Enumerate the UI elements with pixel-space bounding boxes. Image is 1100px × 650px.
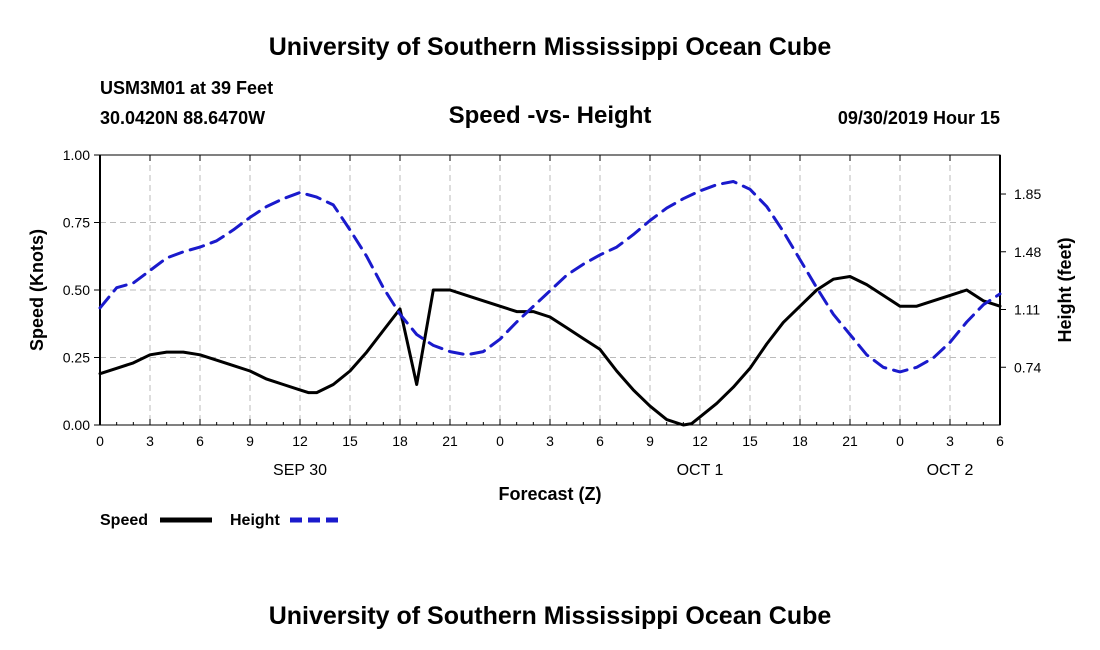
coordinates-label: 30.0420N 88.6470W xyxy=(100,108,266,128)
x-tick-label: 3 xyxy=(146,433,154,449)
page-title-bottom: University of Southern Mississippi Ocean… xyxy=(268,602,832,630)
y-tick-label: 1.00 xyxy=(63,147,90,163)
forecast-datetime: 09/30/2019 Hour 15 xyxy=(837,108,1000,128)
x-tick-label: 6 xyxy=(996,433,1004,449)
x-tick-label: 15 xyxy=(742,433,758,449)
x-tick-label: 9 xyxy=(246,433,254,449)
legend-label-speed: Speed xyxy=(100,512,148,529)
legend-label-height: Height xyxy=(230,512,280,529)
y-tick-label: 0.50 xyxy=(63,282,90,298)
x-tick-label: 15 xyxy=(342,433,358,449)
chart-svg: 0 3 6 9 12 15 18 21 0 3 6 9 12 15 18 21 0 3 6 SEP 30 OCT 1 OC… xyxy=(27,147,1075,529)
y-tick-label: 0.00 xyxy=(63,417,90,433)
y2-tick-label: 0.74 xyxy=(1014,359,1041,375)
series-line-height xyxy=(98,180,1002,374)
x-tick-label: 12 xyxy=(292,433,308,449)
page-title-top: University of Southern Mississippi Ocean… xyxy=(268,33,832,61)
x-tick-label: 18 xyxy=(392,433,408,449)
day-label: OCT 1 xyxy=(677,462,724,479)
day-label: SEP 30 xyxy=(273,462,327,479)
y-tick-label: 0.75 xyxy=(63,215,90,231)
x-axis-label: Forecast (Z) xyxy=(498,484,601,504)
x-tick-label: 3 xyxy=(546,433,554,449)
y-tick-label: 0.25 xyxy=(63,350,90,366)
x-tick-label: 0 xyxy=(496,433,504,449)
day-label: OCT 2 xyxy=(927,462,974,479)
x-tick-label: 6 xyxy=(196,433,204,449)
x-tick-label: 3 xyxy=(946,433,954,449)
x-tick-label: 12 xyxy=(692,433,708,449)
series-line-speed xyxy=(98,275,1002,427)
y2-axis-label: Height (feet) xyxy=(1055,238,1075,343)
y2-tick-label: 1.48 xyxy=(1014,244,1041,260)
y2-tick-label: 1.85 xyxy=(1014,186,1041,202)
x-tick-label: 21 xyxy=(442,433,458,449)
x-tick-label: 18 xyxy=(792,433,808,449)
x-tick-label: 21 xyxy=(842,433,858,449)
x-tick-label: 9 xyxy=(646,433,654,449)
x-tick-label: 0 xyxy=(896,433,904,449)
x-tick-label: 6 xyxy=(596,433,604,449)
x-tick-label: 0 xyxy=(96,433,104,449)
station-label: USM3M01 at 39 Feet xyxy=(100,78,274,98)
y-axis-label: Speed (Knots) xyxy=(27,229,47,351)
chart-title: Speed -vs- Height xyxy=(448,102,652,129)
y2-tick-label: 1.11 xyxy=(1014,302,1040,318)
